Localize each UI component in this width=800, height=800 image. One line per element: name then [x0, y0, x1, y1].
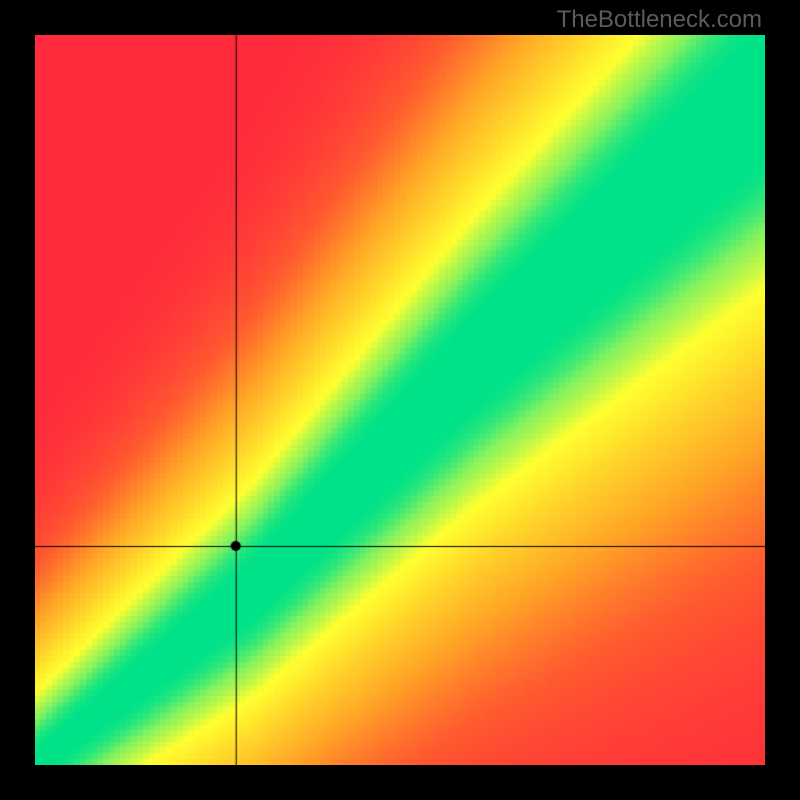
outer-frame: TheBottleneck.com — [0, 0, 800, 800]
bottleneck-heatmap — [35, 35, 765, 765]
attribution-text: TheBottleneck.com — [557, 6, 762, 34]
plot-container — [35, 35, 765, 765]
